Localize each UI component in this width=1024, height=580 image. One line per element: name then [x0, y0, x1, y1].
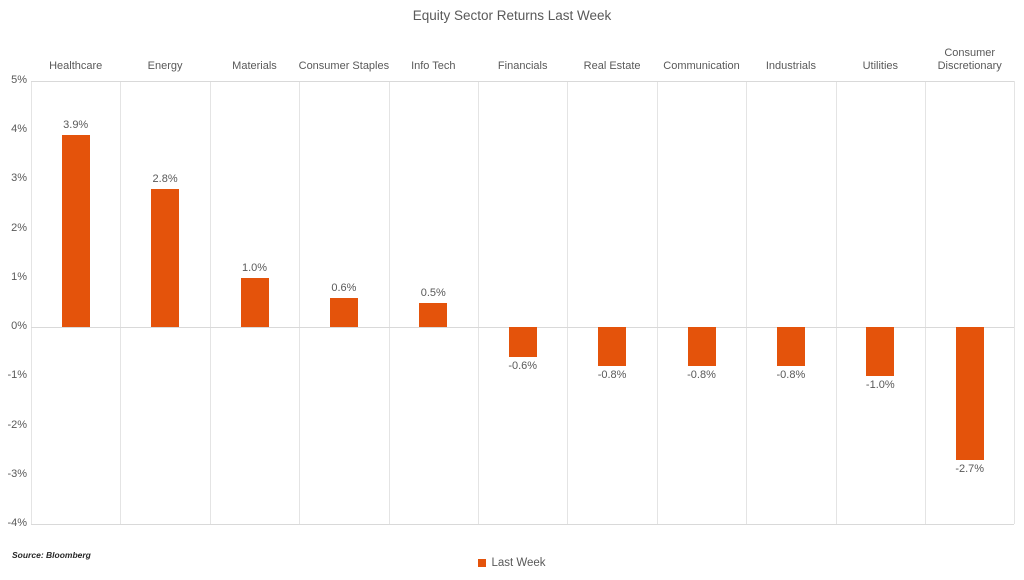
plot-border-line — [31, 524, 1015, 525]
y-axis-tick-label: 0% — [11, 320, 27, 333]
column-gridline — [120, 81, 122, 524]
category-label: Consumer Staples — [298, 60, 390, 72]
column-gridline — [31, 81, 32, 524]
bar-materials — [240, 277, 269, 328]
column-gridline — [567, 81, 569, 524]
y-axis-tick-label: 1% — [11, 270, 27, 283]
y-axis-tick-label: -2% — [7, 418, 27, 431]
bar-industrials — [776, 327, 805, 367]
bar-value-label: -0.6% — [508, 359, 538, 372]
bar-value-label: -1.0% — [865, 379, 895, 392]
bar-value-label: 1.0% — [241, 261, 268, 274]
bar-value-label: -2.7% — [955, 463, 985, 475]
category-label: Info Tech — [411, 60, 456, 72]
column-gridline — [209, 81, 211, 524]
category-label: Utilities — [862, 60, 899, 72]
column-gridline — [835, 81, 837, 524]
column-gridline — [478, 81, 479, 524]
source-note: Source: Bloomberg — [12, 550, 91, 560]
y-axis-tick-label: -4% — [7, 517, 27, 529]
category-label: Real Estate — [583, 60, 641, 72]
bar-value-label: 3.9% — [63, 119, 89, 132]
bar-consumer-staples — [329, 297, 358, 328]
bar-value-label: -0.8% — [597, 369, 627, 382]
legend: Last Week — [0, 557, 1024, 569]
bar-energy — [151, 189, 180, 328]
plot-border-line — [31, 81, 1015, 82]
column-gridline — [746, 81, 748, 524]
bar-info-tech — [419, 302, 448, 328]
y-axis-tick-label: 5% — [11, 74, 27, 86]
column-gridline — [299, 81, 301, 524]
column-gridline — [388, 81, 390, 524]
bar-value-label: 0.6% — [331, 281, 357, 294]
legend-label: Last Week — [491, 557, 546, 569]
legend-swatch-icon — [478, 559, 487, 567]
y-axis-tick-label: -3% — [7, 467, 27, 480]
bar-financials — [508, 327, 537, 357]
bar-value-label: 0.5% — [420, 286, 446, 299]
y-axis-tick-label: 4% — [11, 123, 27, 136]
bar-real-estate — [598, 327, 627, 367]
bar-utilities — [866, 327, 895, 377]
bar-value-label: 2.8% — [152, 173, 178, 186]
category-label: Consumer Discretionary — [937, 47, 1002, 72]
category-label: Materials — [232, 60, 277, 72]
category-label: Energy — [147, 60, 183, 72]
category-label: Healthcare — [49, 60, 103, 72]
column-gridline — [656, 81, 658, 524]
bar-value-label: -0.8% — [687, 369, 716, 382]
bar-consumer-discretionary — [955, 327, 984, 460]
y-axis-tick-label: 2% — [11, 221, 27, 234]
bar-communication — [687, 327, 716, 367]
column-gridline — [925, 81, 926, 524]
y-axis-tick-label: -1% — [7, 369, 27, 382]
category-label: Financials — [497, 60, 548, 72]
y-axis-tick-label: 3% — [11, 172, 27, 185]
bar-value-label: -0.8% — [776, 369, 806, 382]
column-gridline — [1014, 81, 1016, 524]
category-label: Communication — [663, 60, 740, 72]
chart-title: Equity Sector Returns Last Week — [412, 8, 612, 23]
bar-healthcare — [61, 135, 90, 328]
category-label: Industrials — [765, 60, 816, 72]
